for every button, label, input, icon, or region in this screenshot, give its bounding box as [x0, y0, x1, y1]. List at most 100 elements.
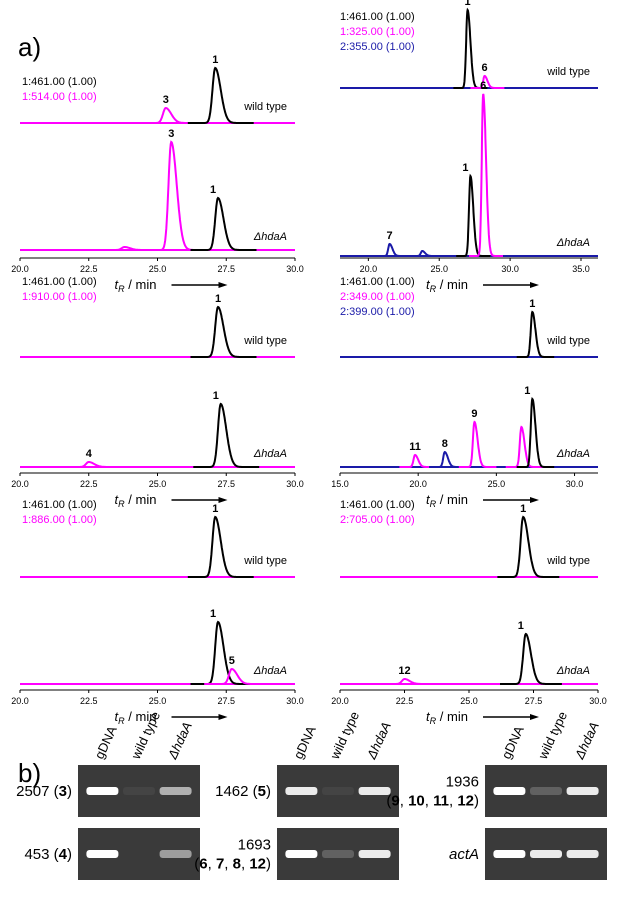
axis-label-part: R	[430, 499, 437, 509]
x-tick-label: 22.5	[80, 264, 98, 274]
band	[159, 787, 192, 795]
band	[86, 787, 119, 795]
peak	[408, 250, 443, 257]
legend-entry: 1:461.00 (1.00)	[340, 276, 415, 288]
mutant-label: ΔhdaA	[556, 448, 590, 460]
peak	[429, 450, 467, 468]
legend-entry: 2:399.00 (1.00)	[340, 306, 415, 318]
peak	[143, 140, 210, 251]
peak-label: 9	[471, 408, 477, 420]
axis-label-part: t	[115, 277, 120, 292]
x-tick-label: 25.0	[149, 479, 167, 489]
peak-label: 1	[524, 385, 530, 397]
wild-type-label: wild type	[243, 555, 287, 567]
peak	[187, 66, 254, 124]
gel-label: 1936	[446, 774, 479, 791]
peak	[516, 397, 555, 468]
peak-label: 1	[518, 620, 524, 632]
axis-label-part: / min	[436, 492, 468, 507]
arrow-head	[530, 714, 539, 720]
gel-label: actA	[449, 846, 479, 863]
mutant-label: ΔhdaA	[253, 448, 287, 460]
legend-entry: 1:461.00 (1.00)	[22, 499, 97, 511]
peak-label: 4	[86, 448, 93, 460]
x-tick-label: 25.0	[149, 264, 167, 274]
axis-label-part: R	[118, 716, 125, 726]
x-tick-label: 27.5	[525, 696, 543, 706]
gel-label-part: ,	[400, 793, 408, 810]
legend-entry: 1:886.00 (1.00)	[22, 514, 97, 526]
gel-label-part: (	[194, 856, 199, 873]
x-tick-label: 30.0	[286, 479, 304, 489]
peak	[469, 93, 503, 257]
x-tick-label: 22.5	[80, 479, 98, 489]
x-tick-label: 27.5	[217, 696, 235, 706]
panel-label: b)	[18, 758, 41, 788]
x-tick-label: 30.0	[286, 264, 304, 274]
legend-entry: 1:461.00 (1.00)	[22, 276, 97, 288]
peak	[375, 242, 410, 257]
x-tick-label: 30.0	[286, 696, 304, 706]
peak	[453, 7, 488, 89]
band	[285, 850, 318, 858]
lane-label: ΔhdaA	[571, 719, 602, 762]
axis-label-part: R	[118, 284, 125, 294]
mutant-label: ΔhdaA	[253, 231, 287, 243]
peak	[138, 106, 205, 124]
gel-label-part: 2507 (	[16, 783, 59, 800]
x-tick-label: 15.0	[331, 479, 349, 489]
peak-label: 1	[520, 503, 526, 515]
gel-label-part: )	[266, 856, 271, 873]
axis-label-part: / min	[125, 709, 157, 724]
wild-type-label: wild type	[546, 335, 590, 347]
gel-label-part: )	[67, 783, 72, 800]
peak	[470, 74, 505, 89]
x-tick-label: 20.0	[409, 479, 427, 489]
x-tick-label: 25.0	[430, 264, 448, 274]
band	[493, 850, 526, 858]
arrow-head	[218, 282, 228, 288]
peak-label: 1	[210, 184, 216, 196]
wild-type-label: wild type	[546, 66, 590, 78]
gel-label-part: actA	[449, 846, 479, 863]
axis-label: tR / min	[426, 709, 468, 726]
x-tick-label: 25.0	[149, 696, 167, 706]
axis-label-part: R	[118, 499, 125, 509]
mutant-label: ΔhdaA	[556, 237, 590, 249]
peak	[204, 667, 271, 685]
gel-label-part: 12	[249, 856, 266, 873]
lane-label: ΔhdaA	[164, 719, 195, 762]
peak-label: 1	[215, 293, 221, 305]
legend-entry: 1:461.00 (1.00)	[340, 499, 415, 511]
peak-label: 1	[212, 503, 218, 515]
gel-label-part: ,	[449, 793, 457, 810]
peak-label: 1	[465, 0, 471, 8]
gel-label-part: ,	[241, 856, 249, 873]
wild-type-label: wild type	[243, 101, 287, 113]
band	[285, 787, 318, 795]
peak	[187, 515, 254, 578]
peak	[190, 305, 257, 358]
band	[159, 850, 192, 858]
x-tick-label: 27.5	[217, 264, 235, 274]
gel-label-part: )	[67, 846, 72, 863]
lane-label: wild type	[327, 709, 362, 762]
arrow-head	[218, 714, 228, 720]
peak-label: 5	[229, 655, 235, 667]
legend-entry: 2:349.00 (1.00)	[340, 291, 415, 303]
arrow-head	[530, 497, 539, 503]
panel-label: a)	[18, 32, 41, 62]
gel-label-part: 4	[59, 846, 68, 863]
axis-label-part: R	[430, 716, 437, 726]
gel-label-part: 3	[59, 783, 67, 800]
lane-label: gDNA	[291, 723, 319, 761]
peak-label: 8	[442, 438, 448, 450]
peak	[456, 173, 491, 257]
x-tick-label: 30.0	[589, 696, 607, 706]
peak	[500, 632, 562, 685]
peak-label: 1	[529, 298, 535, 310]
gel-label: 1462 (5)	[215, 783, 271, 800]
axis-label-part: t	[115, 709, 120, 724]
peak	[399, 453, 437, 468]
